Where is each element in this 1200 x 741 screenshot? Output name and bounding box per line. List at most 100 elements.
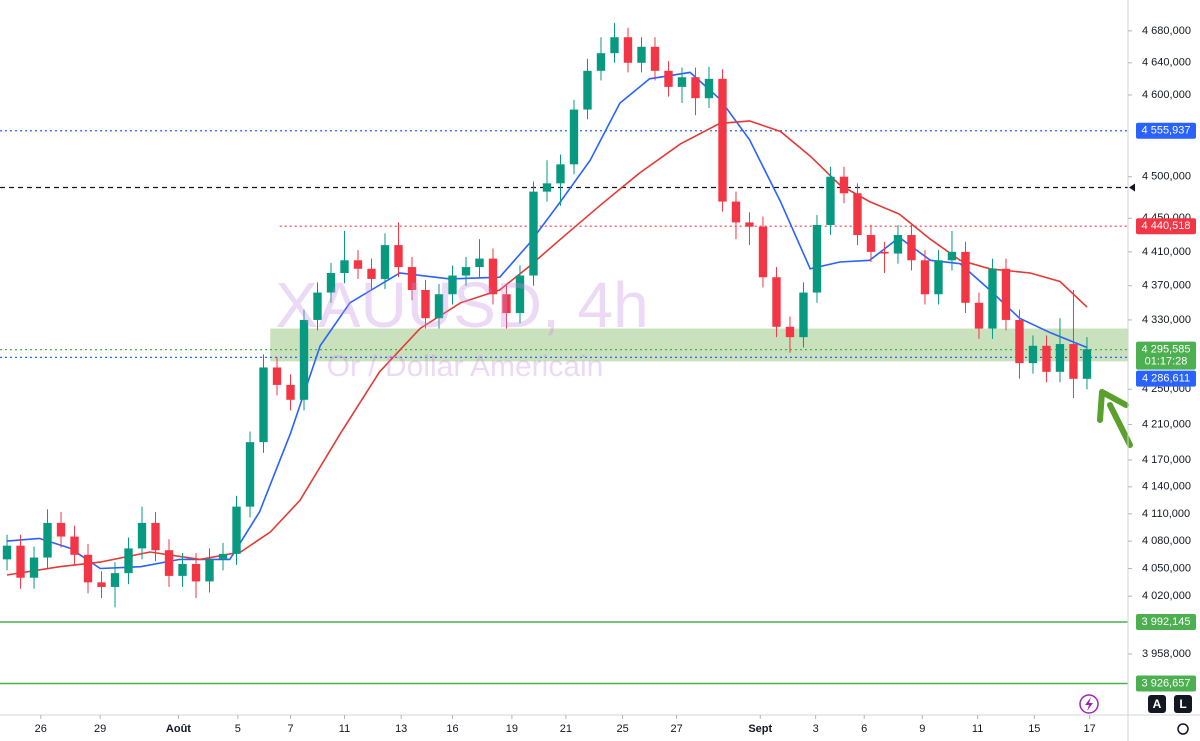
- candle-body: [812, 224, 822, 293]
- candle-body: [1082, 349, 1092, 379]
- candle-body: [313, 292, 322, 320]
- candle: [623, 27, 633, 73]
- candle-body: [772, 277, 781, 327]
- candle: [664, 61, 673, 97]
- candle: [880, 241, 889, 273]
- candle: [799, 282, 808, 348]
- y-tick-label: 4 410,000: [1142, 246, 1191, 258]
- candle-body: [407, 267, 417, 290]
- price-label-box: [1136, 614, 1196, 631]
- candle: [758, 216, 768, 288]
- y-tick-label: 4 110,000: [1142, 508, 1190, 520]
- y-tick-label: 4 330,000: [1142, 314, 1191, 326]
- candle: [137, 506, 147, 560]
- candle-body: [232, 506, 241, 554]
- candle: [812, 214, 822, 303]
- candle: [826, 166, 835, 236]
- y-tick-label: 4 680,000: [1142, 25, 1191, 37]
- candle: [340, 230, 349, 284]
- candle-body: [326, 272, 336, 293]
- price-label: 4 286,611: [1142, 373, 1190, 385]
- candle-body: [29, 557, 39, 578]
- candle-body: [799, 292, 808, 338]
- candle: [596, 37, 606, 81]
- candle: [29, 546, 39, 589]
- candle-body: [380, 245, 390, 279]
- y-tick-label: 4 080,000: [1142, 535, 1191, 547]
- y-tick-label: 4 020,000: [1142, 590, 1191, 602]
- candle-body: [839, 176, 849, 194]
- candle-body: [218, 553, 228, 560]
- x-tick-label: Sept: [748, 723, 772, 735]
- candle: [488, 248, 498, 305]
- candle: [893, 224, 903, 264]
- candle: [650, 37, 660, 81]
- candle-body: [731, 201, 741, 223]
- candle: [583, 58, 592, 120]
- price-marker: [1129, 183, 1135, 192]
- toolbar-button-label: A: [1153, 697, 1162, 711]
- candle: [772, 267, 781, 338]
- candle-body: [610, 37, 619, 54]
- watermark-symbol: XAUUSD, 4h: [275, 269, 648, 341]
- y-tick-label: 3 958,000: [1142, 648, 1191, 660]
- candle: [164, 539, 174, 587]
- candle-body: [164, 550, 174, 576]
- candle: [920, 250, 930, 305]
- candle: [691, 67, 700, 116]
- candle-body: [488, 258, 498, 295]
- candle-body: [151, 522, 160, 551]
- candle: [407, 256, 417, 301]
- candle-body: [664, 70, 673, 87]
- candle: [745, 212, 754, 246]
- candle: [178, 552, 187, 587]
- candle-body: [461, 267, 471, 276]
- candle-body: [583, 70, 592, 110]
- settings-icon[interactable]: [1177, 723, 1189, 735]
- candle: [475, 239, 484, 278]
- toolbar-button[interactable]: [1174, 695, 1192, 713]
- candle: [56, 512, 66, 548]
- candle: [515, 265, 525, 324]
- candle-body: [988, 268, 997, 329]
- candle: [421, 279, 430, 329]
- candle: [97, 571, 106, 599]
- candle: [853, 183, 862, 246]
- candle-body: [259, 367, 268, 443]
- candle-body: [299, 319, 309, 400]
- candle-body: [691, 77, 700, 99]
- candle: [502, 284, 511, 329]
- x-tick-label: 16: [446, 723, 458, 735]
- candle-body: [556, 164, 565, 184]
- candle-body: [637, 46, 646, 63]
- candle-body: [137, 522, 147, 549]
- candle-body: [97, 582, 106, 587]
- candle: [677, 67, 687, 104]
- candle-body: [124, 548, 133, 574]
- candle-body: [16, 545, 25, 578]
- candle-body: [880, 251, 889, 254]
- candle: [299, 309, 309, 411]
- candle: [448, 265, 457, 305]
- candle-body: [1015, 319, 1024, 364]
- x-tick-label: 13: [395, 723, 407, 735]
- candle: [1042, 335, 1051, 383]
- candle: [380, 233, 390, 290]
- candle-body: [515, 275, 525, 314]
- candle-body: [920, 260, 930, 295]
- candle-body: [893, 235, 903, 254]
- x-tick-label: 27: [670, 723, 682, 735]
- candle: [2, 534, 12, 571]
- price-label-box: [1136, 122, 1196, 139]
- candle-body: [191, 563, 201, 582]
- candle-body: [43, 522, 52, 558]
- candle: [934, 250, 943, 305]
- price-countdown: 01:17:28: [1145, 356, 1188, 368]
- candle: [1028, 335, 1038, 374]
- toolbar-button[interactable]: [1148, 695, 1166, 713]
- candle: [259, 354, 268, 453]
- candle-body: [718, 78, 727, 202]
- candle-body: [785, 326, 795, 338]
- candle-body: [529, 191, 538, 276]
